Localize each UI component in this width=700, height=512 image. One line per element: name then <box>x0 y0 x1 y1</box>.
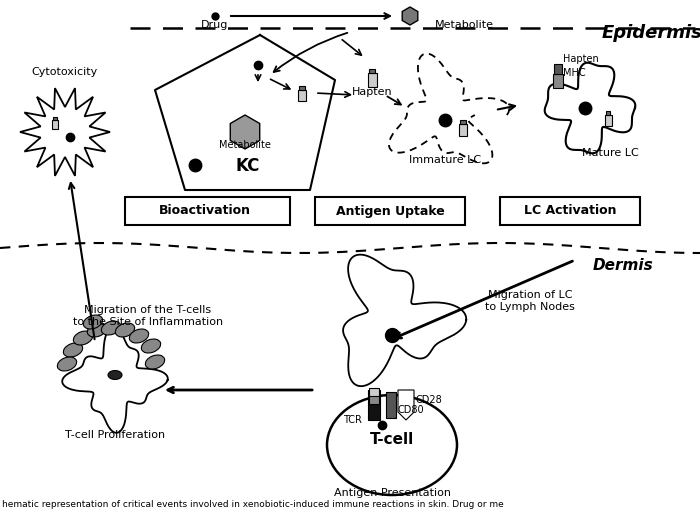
Bar <box>52 119 58 129</box>
Text: T-cell Proliferation: T-cell Proliferation <box>65 430 165 440</box>
Ellipse shape <box>102 321 120 335</box>
Bar <box>554 64 562 74</box>
Text: Migration of the T-cells
to the Site of Inflammation: Migration of the T-cells to the Site of … <box>73 305 223 327</box>
Ellipse shape <box>57 357 77 371</box>
Text: MHC: MHC <box>563 68 586 78</box>
Text: Dermis: Dermis <box>592 258 653 273</box>
Ellipse shape <box>146 355 164 369</box>
Text: LC Activation: LC Activation <box>524 204 616 218</box>
Ellipse shape <box>63 343 83 357</box>
Ellipse shape <box>83 315 103 329</box>
Polygon shape <box>343 254 466 386</box>
Bar <box>369 388 379 396</box>
Text: TCR: TCR <box>343 415 362 425</box>
Text: CD80: CD80 <box>398 405 425 415</box>
Text: Antigen Presentation: Antigen Presentation <box>333 488 451 498</box>
Bar <box>298 90 306 100</box>
Polygon shape <box>402 7 418 25</box>
Ellipse shape <box>327 395 457 495</box>
Bar <box>606 111 610 115</box>
Bar <box>459 124 467 136</box>
Text: KC: KC <box>236 157 260 175</box>
Bar <box>553 74 563 88</box>
Bar <box>368 73 377 87</box>
Text: Immature LC: Immature LC <box>409 155 481 165</box>
Polygon shape <box>20 88 110 176</box>
Bar <box>125 197 290 225</box>
Ellipse shape <box>88 323 106 337</box>
Bar <box>500 197 640 225</box>
Polygon shape <box>155 35 335 190</box>
Text: CD28: CD28 <box>416 395 442 405</box>
Ellipse shape <box>116 323 134 337</box>
Bar <box>53 117 57 119</box>
Text: Epidermis: Epidermis <box>601 24 700 42</box>
Text: Mature LC: Mature LC <box>582 148 638 158</box>
Polygon shape <box>230 115 260 149</box>
Polygon shape <box>62 327 168 433</box>
Bar <box>300 86 304 90</box>
Text: T-cell: T-cell <box>370 433 414 447</box>
Text: hematic representation of critical events involved in xenobiotic-induced immune : hematic representation of critical event… <box>2 500 504 509</box>
Text: Metabolite: Metabolite <box>219 140 271 150</box>
Text: Hapten: Hapten <box>351 87 392 97</box>
Polygon shape <box>398 390 414 420</box>
Text: Cytotoxicity: Cytotoxicity <box>32 67 98 77</box>
Text: Drug: Drug <box>202 20 229 30</box>
Text: Migration of LC
to Lymph Nodes: Migration of LC to Lymph Nodes <box>485 290 575 312</box>
Polygon shape <box>545 62 636 153</box>
Bar <box>461 120 466 124</box>
Bar <box>386 392 396 418</box>
Ellipse shape <box>74 331 92 345</box>
Bar <box>315 197 465 225</box>
Text: Antigen Uptake: Antigen Uptake <box>335 204 444 218</box>
Polygon shape <box>389 54 509 163</box>
Ellipse shape <box>130 329 148 343</box>
Text: Hapten: Hapten <box>563 54 598 64</box>
Bar <box>369 392 379 404</box>
Ellipse shape <box>108 371 122 379</box>
Text: Metabolite: Metabolite <box>435 20 494 30</box>
Bar <box>605 115 612 125</box>
Text: Bioactivation: Bioactivation <box>159 204 251 218</box>
Bar <box>369 69 375 73</box>
Ellipse shape <box>141 339 161 353</box>
Bar <box>368 390 380 420</box>
